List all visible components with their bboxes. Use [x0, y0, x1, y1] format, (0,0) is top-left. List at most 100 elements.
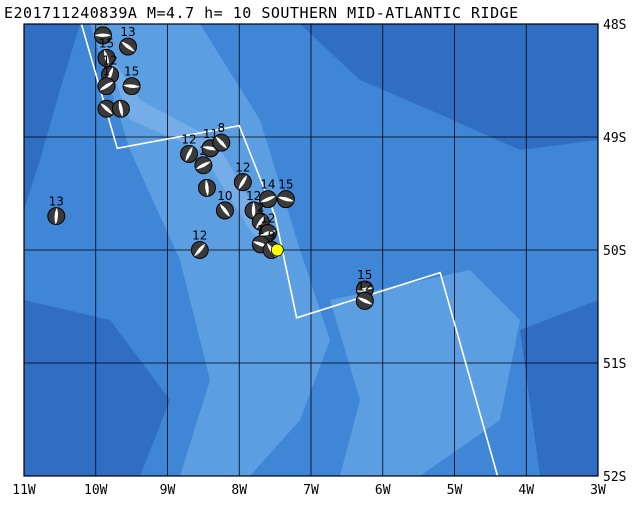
target-event-marker	[270, 243, 284, 257]
focal-mechanism-beachball: 15	[276, 178, 295, 209]
beachball-dilatational	[185, 146, 193, 162]
event-label: 12	[246, 189, 261, 203]
beachball-dilatational	[260, 195, 276, 203]
beachball-outline	[212, 133, 231, 152]
beachball-dilatational	[219, 203, 231, 218]
beachball-outline	[190, 241, 209, 259]
focal-mechanism-beachball: 14	[259, 178, 277, 209]
beachball-outline	[97, 49, 116, 67]
longitude-tick-label: 4W	[518, 483, 534, 498]
event-label: 12	[102, 53, 117, 67]
event-label: 12	[192, 229, 207, 243]
ridge-crest-highlight	[100, 40, 280, 260]
longitude-tick-label: 7W	[303, 483, 319, 498]
beachball-outline	[94, 26, 112, 45]
longitude-tick-label: 11W	[12, 483, 36, 498]
event-label: 1	[103, 65, 111, 79]
deep-basin-southeast	[520, 300, 598, 476]
event-label: 13	[49, 195, 64, 209]
event-label: 15	[357, 268, 372, 282]
event-label: 2	[257, 200, 265, 214]
beachball-dilatational	[94, 33, 112, 38]
focal-mechanism-beachball	[198, 178, 216, 197]
beachball-outline	[119, 37, 137, 56]
beachball-outline	[233, 173, 252, 192]
map-frame	[23, 23, 599, 477]
event-label: 15	[124, 65, 139, 79]
event-label: 15	[99, 36, 114, 50]
focal-mechanism-beachball: 15	[94, 14, 112, 45]
beachball-dilatational	[202, 146, 219, 151]
map-title: E201711240839A M=4.7 h= 10 SOUTHERN MID-…	[4, 4, 519, 22]
beachball-dilatational	[54, 207, 59, 225]
longitude-tick-label: 9W	[160, 483, 176, 498]
focal-mechanism-beachball: 12	[190, 229, 209, 259]
beachball-outline	[180, 145, 198, 163]
focal-mechanism-beachball: 12	[355, 279, 374, 310]
focal-mechanism-beachball: 10	[215, 189, 234, 220]
focal-mechanism-beachball	[97, 99, 116, 118]
latitude-tick-label: 52S	[603, 470, 626, 485]
beachball-outline	[276, 190, 295, 209]
latitude-tick-label: 49S	[603, 131, 626, 146]
plate-boundary-line	[80, 24, 499, 476]
longitude-tick-label: 8W	[231, 483, 247, 498]
longitude-tick-label: 10W	[84, 483, 108, 498]
event-label: 15	[95, 14, 110, 28]
beachball-dilatational	[104, 49, 110, 67]
beachball-dilatational	[251, 201, 256, 219]
deep-basin-southwest	[24, 300, 170, 476]
beachball-dilatational	[215, 136, 228, 149]
axis-labels: 11W 10W 9W 8W 7W 6W 5W 4W 3W 48S 49S 50S 51S 52S	[12, 18, 626, 498]
beachball-dilatational	[238, 174, 248, 190]
beachball-dilatational	[99, 81, 114, 91]
event-label: 1	[257, 223, 265, 237]
event-label: 13	[120, 25, 135, 39]
focal-mechanism-beachball: 12	[180, 132, 198, 163]
focal-mechanism-beachball: 12	[233, 161, 252, 192]
beachball-outline	[111, 99, 130, 118]
lat-lon-grid	[24, 24, 598, 476]
beachball-outline	[355, 291, 374, 310]
latitude-tick-label: 51S	[603, 357, 626, 372]
deep-basin-west	[24, 24, 80, 210]
focal-mechanism-beachball: 8	[212, 121, 231, 152]
event-label: 9	[268, 229, 276, 243]
latitude-tick-label: 50S	[603, 244, 626, 259]
focal-mechanism-beachball: 15	[97, 36, 116, 67]
focal-mechanism-beachball: 13	[119, 25, 137, 56]
longitude-tick-label: 5W	[447, 483, 463, 498]
event-label: 15	[278, 178, 293, 192]
earthquake-events: 1513151211512211812141510122121913121512	[47, 14, 374, 310]
beachball-dilatational	[255, 214, 266, 229]
longitude-tick-label: 3W	[590, 483, 606, 498]
beachball-dilatational	[205, 179, 209, 197]
focal-mechanism-beachball: 2	[251, 200, 270, 231]
longitude-tick-label: 6W	[375, 483, 391, 498]
event-label: 12	[260, 212, 275, 226]
beachball-dilatational	[356, 287, 374, 292]
beachball-dilatational	[357, 297, 373, 305]
focal-mechanism-beachball	[111, 99, 130, 118]
beachball-outline	[259, 190, 277, 209]
beachball-outline	[198, 178, 216, 197]
beachball-dilatational	[195, 161, 211, 170]
event-label: 12	[235, 161, 250, 175]
beachball-outline	[194, 156, 213, 175]
event-label: 10	[217, 189, 232, 203]
ridge-flank-south-shallow	[330, 270, 520, 476]
beachball-dilatational	[259, 230, 277, 236]
beachball-outline	[97, 77, 116, 96]
beachball-outline	[47, 207, 66, 226]
focal-mechanism-beachball: 12	[101, 53, 119, 84]
beachball-dilatational	[277, 196, 295, 202]
beachball-dilatational	[121, 41, 135, 52]
beachball-dilatational	[123, 84, 141, 88]
beachball-dilatational	[118, 100, 123, 118]
beachball-outline	[122, 77, 141, 96]
event-label: 8	[217, 121, 225, 135]
beachball-dilatational	[100, 103, 113, 115]
event-label: 14	[260, 178, 275, 192]
focal-mechanism-beachball: 1	[97, 65, 116, 96]
